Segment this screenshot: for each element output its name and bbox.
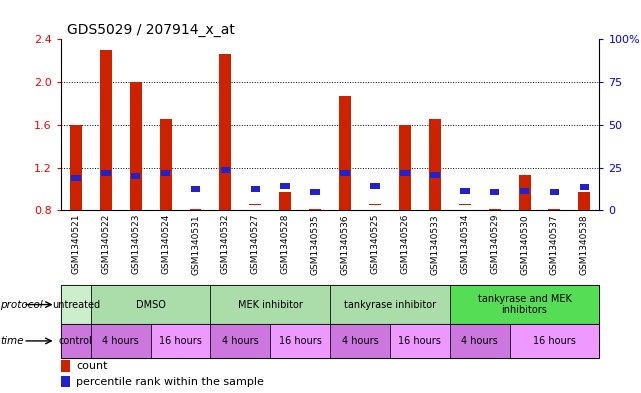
Bar — [101, 170, 110, 176]
Text: count: count — [76, 362, 108, 371]
Text: GSM1340523: GSM1340523 — [131, 214, 140, 274]
Text: protocol: protocol — [0, 299, 43, 310]
Text: 4 hours: 4 hours — [222, 336, 259, 346]
Bar — [91, 285, 210, 324]
Text: GSM1340534: GSM1340534 — [460, 214, 469, 274]
Text: time: time — [0, 336, 24, 346]
Text: MEK inhibitor: MEK inhibitor — [238, 299, 303, 310]
Bar — [160, 119, 172, 210]
Text: GSM1340533: GSM1340533 — [430, 214, 439, 275]
Bar — [459, 204, 470, 205]
Text: GDS5029 / 207914_x_at: GDS5029 / 207914_x_at — [67, 23, 235, 37]
Text: GSM1340529: GSM1340529 — [490, 214, 499, 274]
Text: tankyrase inhibitor: tankyrase inhibitor — [344, 299, 436, 310]
Bar — [400, 170, 410, 176]
Text: GSM1340537: GSM1340537 — [550, 214, 559, 275]
Text: GSM1340526: GSM1340526 — [401, 214, 410, 274]
Text: 16 hours: 16 hours — [279, 336, 322, 346]
Bar — [339, 96, 351, 210]
Bar — [210, 285, 330, 324]
Bar — [519, 175, 531, 210]
Bar — [330, 324, 390, 358]
Bar — [510, 324, 599, 358]
Bar — [61, 285, 91, 324]
Bar — [330, 285, 450, 324]
Text: GSM1340527: GSM1340527 — [251, 214, 260, 274]
Bar — [100, 50, 112, 210]
Bar — [131, 173, 140, 179]
Bar — [151, 324, 210, 358]
Bar — [550, 189, 559, 195]
Bar — [370, 183, 379, 189]
Text: untreated: untreated — [52, 299, 100, 310]
Bar — [369, 204, 381, 205]
Bar — [488, 209, 501, 210]
Text: GSM1340535: GSM1340535 — [311, 214, 320, 275]
Bar — [520, 188, 529, 194]
Bar — [61, 360, 70, 372]
Bar — [161, 170, 171, 176]
Bar — [191, 186, 200, 192]
Bar — [549, 209, 560, 210]
Bar — [579, 184, 589, 190]
Text: 4 hours: 4 hours — [462, 336, 498, 346]
Bar — [249, 204, 262, 205]
Bar — [450, 285, 599, 324]
Bar — [61, 376, 70, 387]
Text: GSM1340528: GSM1340528 — [281, 214, 290, 274]
Text: GSM1340538: GSM1340538 — [580, 214, 589, 275]
Text: 16 hours: 16 hours — [159, 336, 202, 346]
Text: percentile rank within the sample: percentile rank within the sample — [76, 377, 264, 387]
Bar — [91, 324, 151, 358]
Text: DMSO: DMSO — [136, 299, 165, 310]
Bar — [450, 324, 510, 358]
Text: GSM1340531: GSM1340531 — [191, 214, 200, 275]
Bar — [310, 189, 320, 195]
Text: GSM1340532: GSM1340532 — [221, 214, 230, 274]
Bar — [309, 209, 321, 210]
Text: 16 hours: 16 hours — [533, 336, 576, 346]
Bar — [279, 192, 291, 210]
Text: GSM1340522: GSM1340522 — [101, 214, 110, 274]
Bar — [271, 324, 330, 358]
Bar — [190, 209, 201, 210]
Text: GSM1340525: GSM1340525 — [370, 214, 379, 274]
Bar — [490, 189, 499, 195]
Bar — [390, 324, 450, 358]
Bar — [129, 82, 142, 210]
Text: GSM1340524: GSM1340524 — [161, 214, 170, 274]
Bar — [430, 172, 440, 178]
Bar — [219, 54, 231, 210]
Bar — [399, 125, 411, 210]
Bar — [281, 183, 290, 189]
Text: 4 hours: 4 hours — [342, 336, 378, 346]
Bar — [460, 188, 469, 194]
Text: tankyrase and MEK
inhibitors: tankyrase and MEK inhibitors — [478, 294, 572, 315]
Text: GSM1340530: GSM1340530 — [520, 214, 529, 275]
Text: GSM1340521: GSM1340521 — [71, 214, 80, 274]
Bar — [221, 167, 230, 173]
Bar — [71, 175, 81, 181]
Bar — [210, 324, 271, 358]
Bar — [340, 170, 350, 176]
Bar — [70, 125, 82, 210]
Text: GSM1340536: GSM1340536 — [340, 214, 349, 275]
Text: 4 hours: 4 hours — [103, 336, 139, 346]
Bar — [578, 192, 590, 210]
Bar — [61, 324, 91, 358]
Bar — [251, 186, 260, 192]
Text: control: control — [59, 336, 93, 346]
Text: 16 hours: 16 hours — [399, 336, 441, 346]
Bar — [429, 119, 441, 210]
